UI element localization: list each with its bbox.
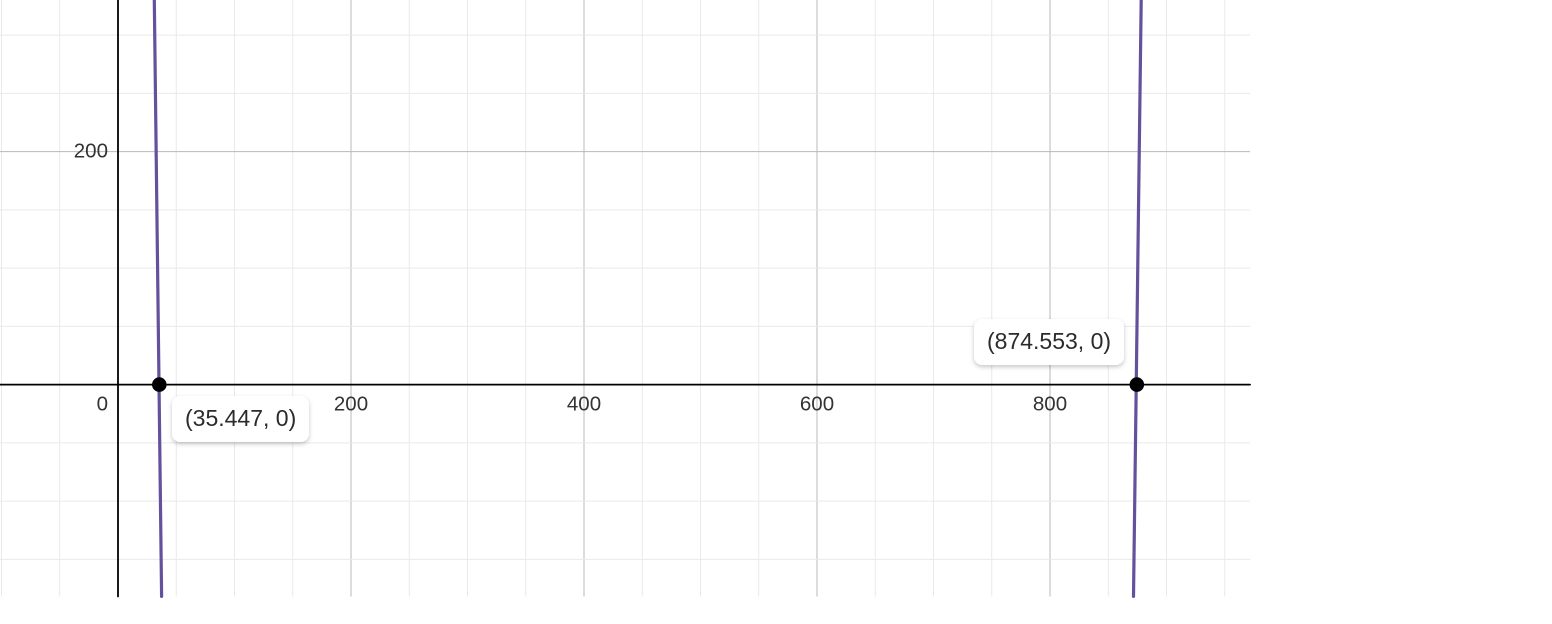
svg-text:400: 400 <box>567 393 601 416</box>
svg-text:800: 800 <box>1033 393 1067 416</box>
svg-text:200: 200 <box>334 393 368 416</box>
svg-text:600: 600 <box>800 393 834 416</box>
svg-text:0: 0 <box>97 393 108 416</box>
svg-text:200: 200 <box>74 140 108 163</box>
